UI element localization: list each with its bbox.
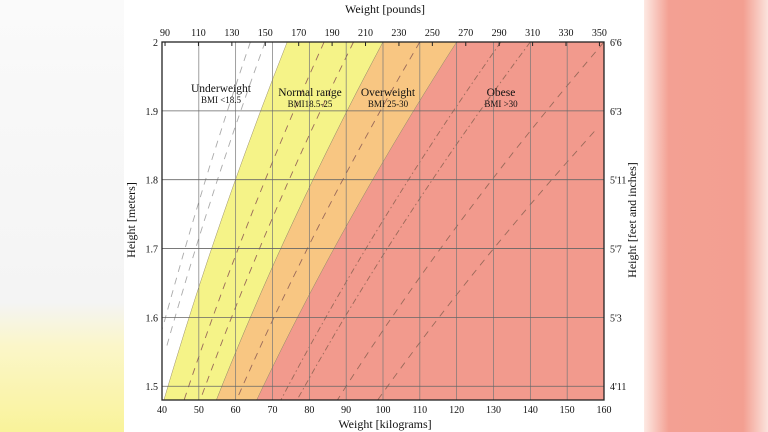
x-tick-label: 40 <box>157 405 167 416</box>
x-tick-label: 50 <box>194 405 204 416</box>
x2-tick-label: 130 <box>224 28 239 39</box>
x2-tick-label: 330 <box>559 28 574 39</box>
x-tick-label: 100 <box>376 405 391 416</box>
region-bmi-label: BMI <18.5 <box>201 95 242 105</box>
y2-tick-label: 6'3 <box>610 107 622 118</box>
x2-tick-label: 290 <box>492 28 507 39</box>
x2-tick-label: 150 <box>258 28 273 39</box>
x-tick-label: 140 <box>523 405 538 416</box>
bmi-reference-line <box>199 41 354 401</box>
x2-axis-title: Weight [pounds] <box>345 2 425 16</box>
x2-tick-label: 90 <box>160 28 170 39</box>
x2-tick-label: 210 <box>358 28 373 39</box>
y2-tick-label: 5'3 <box>610 313 622 324</box>
x-tick-label: 80 <box>304 405 314 416</box>
y2-axis-title: Height [feet and inches] <box>625 162 639 278</box>
bmi-reference-line <box>236 41 421 401</box>
bmi-reference-line <box>296 41 531 401</box>
x-tick-label: 60 <box>231 405 241 416</box>
x2-tick-label: 170 <box>291 28 306 39</box>
x-tick-label: 110 <box>413 405 428 416</box>
x2-tick-label: 190 <box>325 28 340 39</box>
x-tick-label: 120 <box>449 405 464 416</box>
x2-tick-label: 350 <box>592 28 607 39</box>
y-tick-label: 1.8 <box>146 176 159 187</box>
y-tick-label: 1.5 <box>146 382 159 393</box>
x-tick-label: 130 <box>486 405 501 416</box>
y2-tick-label: 5'11 <box>610 176 626 187</box>
region-bmi-label: BMI18.5-25 <box>288 99 333 109</box>
x2-tick-label: 310 <box>525 28 540 39</box>
bmi-reference-line <box>183 41 325 401</box>
y-axis-title: Height [meters] <box>124 182 138 258</box>
bmi-reference-line <box>166 41 266 347</box>
y-tick-label: 1.6 <box>146 313 159 324</box>
x-tick-label: 70 <box>268 405 278 416</box>
blurred-background-left <box>0 0 124 432</box>
blurred-background-right <box>644 0 768 432</box>
y-tick-label: 2 <box>153 38 158 49</box>
x-tick-label: 150 <box>560 405 575 416</box>
x2-tick-label: 230 <box>391 28 406 39</box>
chart-svg: 40 50 60 70 80 90 100 110 120 130 140 150 160 90 110 13… <box>124 2 639 431</box>
x-tick-label: 90 <box>341 405 351 416</box>
y-tick-label: 1.7 <box>146 245 159 256</box>
y2-tick-label: 6'6 <box>610 38 622 49</box>
bmi-chart: 40 50 60 70 80 90 100 110 120 130 140 150 160 90 110 13… <box>124 0 644 432</box>
x2-tick-label: 270 <box>458 28 473 39</box>
y-tick-label: 1.9 <box>146 107 159 118</box>
region-bmi-label: BMI >30 <box>484 99 518 109</box>
bmi-reference-line <box>162 41 251 329</box>
x2-tick-label: 110 <box>191 28 206 39</box>
bmi-reference-line <box>280 41 502 401</box>
bmi-reference-line <box>377 131 595 401</box>
x-tick-label: 160 <box>597 405 612 416</box>
x2-tick-label: 250 <box>425 28 440 39</box>
region-bmi-label: BMI 25-30 <box>368 99 409 109</box>
region-name-label: Obese <box>487 87 516 99</box>
region-name-label: Underweight <box>191 83 252 95</box>
x-axis-title: Weight [kilograms] <box>338 417 431 431</box>
plot-frame <box>161 41 605 401</box>
region-name-label: Normal range <box>278 87 342 99</box>
y2-tick-label: 4'11 <box>610 382 626 393</box>
y2-tick-label: 5'7 <box>610 245 622 256</box>
region-name-label: Overweight <box>361 87 416 99</box>
